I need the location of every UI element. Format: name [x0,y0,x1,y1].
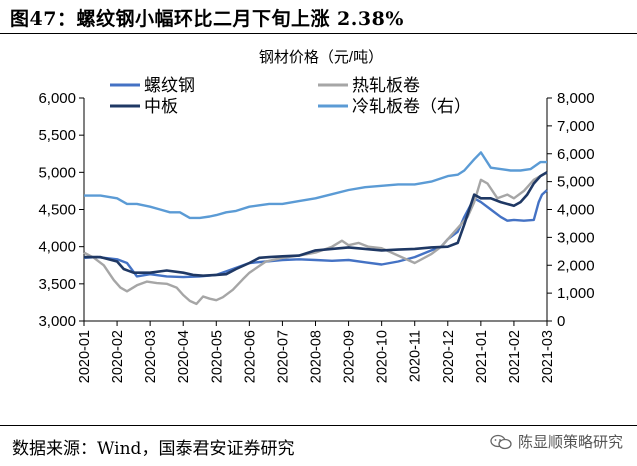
right-tick-label: 8,000 [557,90,595,107]
x-tick-label: 2020-11 [408,330,424,382]
x-tick-label: 2020-12 [441,330,457,383]
watermark: 陈显顺策略研究 [490,431,623,452]
source-divider [0,425,637,426]
series-line-热轧板卷 [83,171,548,306]
title-divider [0,33,637,34]
left-tick-label: 4,000 [38,239,76,256]
source-note: 数据来源：Wind，国泰君安证券研究 [12,439,295,459]
x-tick-label: 2020-04 [176,330,192,383]
x-tick-label: 2020-03 [143,330,159,383]
right-tick-label: 1,000 [557,285,595,302]
watermark-text: 陈显顺策略研究 [517,433,623,451]
left-tick-label: 4,500 [38,202,76,219]
x-tick-label: 2020-09 [342,330,358,383]
right-tick-label: 7,000 [557,118,595,135]
legend-label: 热轧板卷 [352,76,420,95]
left-tick-label: 3,000 [38,313,76,330]
x-tick-label: 2020-05 [209,330,225,383]
left-tick-label: 3,500 [38,276,76,293]
right-tick-label: 3,000 [557,229,595,246]
x-tick-label: 2021-02 [507,330,523,383]
x-tick-label: 2020-08 [309,330,325,383]
chart-title: 钢材价格（元/吨） [259,49,383,66]
x-tick-label: 2020-10 [375,330,391,383]
series-line-中板 [84,171,548,278]
series-line-冷轧板卷（右） [84,151,547,220]
x-tick-label: 2021-01 [474,330,490,383]
right-tick-label: 6,000 [557,146,595,163]
x-tick-label: 2020-06 [242,330,258,383]
legend-label: 冷轧板卷（右） [352,97,471,116]
right-tick-label: 4,000 [557,202,595,219]
left-tick-label: 6,000 [38,90,76,107]
chart-lines [83,151,548,306]
legend-label: 螺纹钢 [144,76,195,95]
right-tick-label: 0 [557,313,565,330]
left-tick-label: 5,500 [38,127,76,144]
x-tick-label: 2020-02 [110,330,126,383]
right-tick-label: 2,000 [557,257,595,274]
left-tick-label: 5,000 [38,164,76,181]
wechat-icon [490,434,512,449]
x-tick-label: 2021-03 [540,330,556,383]
chart-axes: 3,000 3,500 4,000 4,500 5,000 5,500 6,000 0 1,00… [38,90,594,383]
series-line-螺纹钢 [83,189,548,279]
legend-label: 中板 [144,97,178,116]
figure-title: 图47：螺纹钢小幅环比二月下旬上涨 2.38% [10,8,404,30]
x-tick-label: 2020-07 [275,330,291,383]
x-tick-label: 2020-01 [77,330,93,383]
right-tick-label: 5,000 [557,174,595,191]
